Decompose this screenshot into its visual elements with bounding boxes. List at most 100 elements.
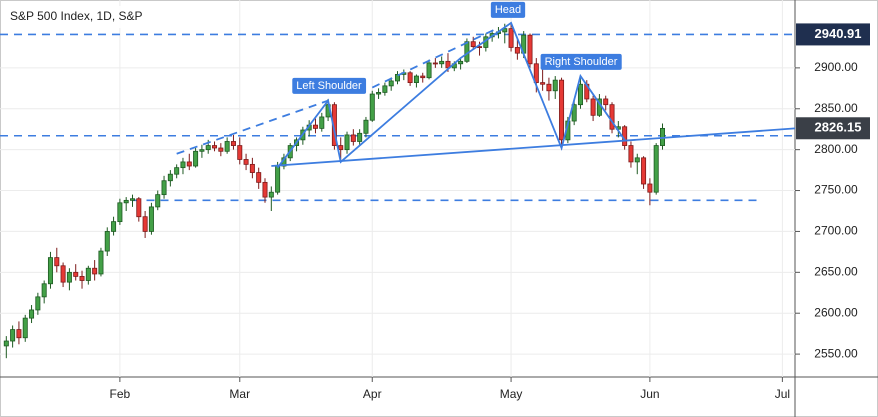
annotation-label: Head [495, 4, 521, 16]
axes: 2550.00 2600.00 2650.00 2700.00 2750.00 2800.… [110, 23, 870, 401]
last-price-label: 2826.15 [815, 120, 862, 135]
candle-body [508, 28, 514, 48]
candle-body [47, 257, 53, 285]
candle-body [230, 141, 236, 146]
candle-body [237, 145, 243, 160]
candle-body [344, 134, 350, 151]
candle-body [111, 221, 117, 232]
candle-body [388, 80, 394, 87]
candle-body [394, 74, 400, 82]
candle-body [533, 63, 539, 83]
candle-body [54, 257, 60, 267]
candle-body [73, 271, 79, 277]
last-price-tag [796, 117, 870, 140]
candle-body [527, 34, 533, 65]
candle-body [41, 283, 47, 298]
candle-body [180, 161, 186, 169]
candle-body [92, 267, 98, 275]
title-box [4, 6, 156, 28]
y-tick-label: 2750.00 [814, 183, 858, 197]
candle-body [357, 132, 363, 142]
y-tick-label: 2800.00 [814, 142, 858, 156]
candle-body [514, 47, 520, 54]
candle-body [161, 180, 167, 196]
candle-body [129, 198, 135, 201]
candle-body [552, 79, 558, 92]
candle-body [249, 163, 255, 173]
candle-body [16, 329, 22, 339]
pattern-line [276, 21, 626, 169]
candle-body [458, 60, 464, 65]
candle-body [470, 41, 476, 48]
pattern-line [271, 127, 796, 167]
annotation-box [490, 1, 526, 18]
candle-body [167, 173, 173, 182]
candle-body [609, 104, 615, 130]
candle-body [268, 191, 274, 198]
y-tick-label: 2850.00 [814, 101, 858, 115]
candle-body [212, 145, 218, 149]
candle-body [117, 202, 123, 223]
candle-body [224, 141, 230, 152]
candle-body [559, 79, 565, 141]
candle-body [634, 157, 640, 163]
x-tick-label: May [500, 387, 523, 401]
candle-body [413, 75, 419, 83]
candle-body [148, 206, 154, 232]
candle-body [590, 98, 596, 116]
x-tick-label: Jul [775, 387, 790, 401]
candle-body [66, 271, 72, 283]
pattern-line [371, 26, 499, 89]
price-tag [796, 23, 870, 46]
price-tag-label: 2940.91 [815, 26, 862, 41]
x-tick-label: Apr [363, 387, 382, 401]
candle-body [256, 172, 262, 183]
grid [0, 0, 795, 377]
candle-body [628, 145, 634, 163]
candle-body [432, 62, 438, 65]
candle-body [420, 75, 426, 79]
pattern-line [176, 99, 329, 155]
candle-body [439, 60, 445, 65]
candle-body [540, 82, 546, 85]
annotation-box [540, 53, 622, 70]
x-tick-label: Jun [640, 387, 659, 401]
candle-body [243, 159, 249, 165]
candle-body [641, 157, 647, 185]
candle-body [29, 309, 35, 319]
candle-body [205, 145, 211, 151]
annotation: Left Shoulder [292, 77, 367, 94]
x-tick-label: Mar [229, 387, 250, 401]
annotation: Right Shoulder [540, 53, 622, 70]
candle-body [571, 104, 577, 122]
candle-body [275, 165, 281, 193]
candle-body [155, 194, 161, 208]
candle-body [136, 198, 142, 218]
candle-body [3, 340, 9, 347]
candle-body [464, 41, 470, 62]
candle-body [376, 92, 382, 95]
candle-body [35, 296, 41, 311]
candle-body [262, 181, 268, 198]
candle-body [319, 116, 325, 129]
candle-body [123, 199, 129, 204]
candle-body [338, 145, 344, 151]
y-tick-label: 2550.00 [814, 346, 858, 360]
annotation-label: Right Shoulder [545, 56, 618, 68]
annotation-label: Left Shoulder [296, 80, 362, 92]
candle-body [407, 72, 413, 83]
candle-body [174, 167, 180, 175]
candle-body [193, 150, 199, 167]
candle-body [312, 124, 318, 129]
candle-body [60, 265, 66, 283]
candle-body [369, 93, 375, 121]
candle-body [104, 231, 110, 252]
candle-body [350, 134, 356, 142]
candle-body [98, 250, 104, 275]
plot: Left Shoulder Head Right Shoulder [0, 1, 796, 359]
candle-body [647, 183, 653, 193]
annotation-box [292, 77, 367, 94]
y-tick-label: 2700.00 [814, 224, 858, 238]
